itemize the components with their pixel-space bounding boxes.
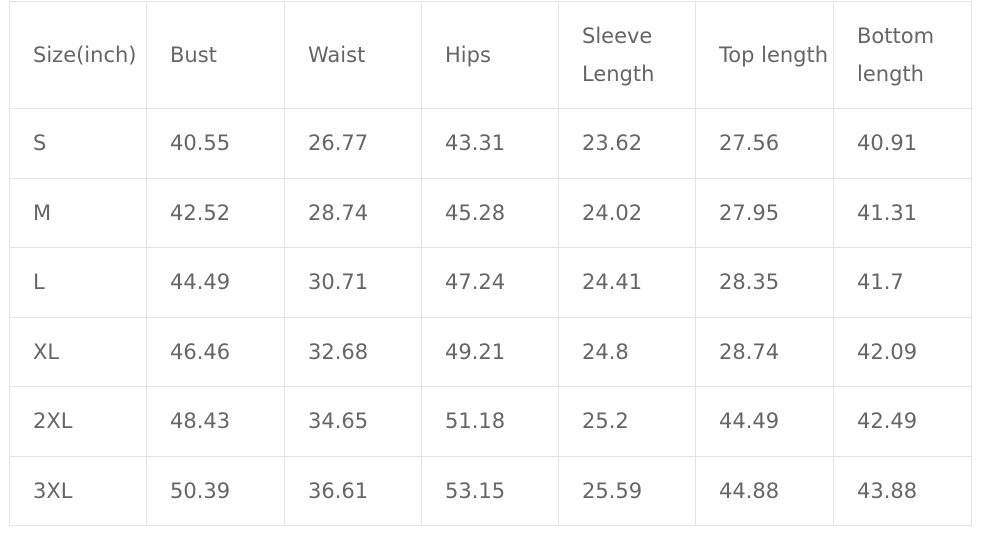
measurement-cell: 51.18 [421,386,559,457]
size-cell: M [9,177,147,248]
measurement-cell: 28.74 [695,316,834,387]
measurement-cell: 49.21 [421,316,559,387]
measurement-cell: 28.74 [284,177,422,248]
measurement-cell: 44.49 [146,247,285,318]
size-cell: 2XL [9,386,147,457]
measurement-cell: 27.56 [695,108,834,179]
table-row: L 44.49 30.71 47.24 24.41 28.35 41.7 [9,247,972,318]
size-cell: S [9,108,147,179]
measurement-cell: 46.46 [146,316,285,387]
column-header: Bottom length [833,1,972,109]
measurement-cell: 30.71 [284,247,422,318]
measurement-cell: 40.55 [146,108,285,179]
measurement-cell: 50.39 [146,455,285,526]
measurement-cell: 26.77 [284,108,422,179]
measurement-cell: 25.59 [558,455,696,526]
column-header: Size(inch) [9,1,147,109]
measurement-cell: 45.28 [421,177,559,248]
measurement-cell: 42.09 [833,316,972,387]
header-row: Size(inch) Bust Waist Hips Sleeve Length Top … [9,1,972,109]
measurement-cell: 32.68 [284,316,422,387]
column-header: Top length [695,1,834,109]
column-header: Hips [421,1,559,109]
measurement-cell: 24.8 [558,316,696,387]
measurement-cell: 23.62 [558,108,696,179]
measurement-cell: 36.61 [284,455,422,526]
measurement-cell: 42.52 [146,177,285,248]
size-cell: L [9,247,147,318]
size-cell: 3XL [9,455,147,526]
measurement-cell: 41.7 [833,247,972,318]
measurement-cell: 28.35 [695,247,834,318]
measurement-cell: 53.15 [421,455,559,526]
measurement-cell: 44.49 [695,386,834,457]
size-cell: XL [9,316,147,387]
measurement-cell: 48.43 [146,386,285,457]
size-chart-table: Size(inch) Bust Waist Hips Sleeve Length Top … [9,1,972,526]
measurement-cell: 44.88 [695,455,834,526]
measurement-cell: 24.02 [558,177,696,248]
column-header: Waist [284,1,422,109]
measurement-cell: 47.24 [421,247,559,318]
measurement-cell: 41.31 [833,177,972,248]
column-header: Bust [146,1,285,109]
measurement-cell: 24.41 [558,247,696,318]
table-row: S 40.55 26.77 43.31 23.62 27.56 40.91 [9,108,972,179]
table-row: 2XL 48.43 34.65 51.18 25.2 44.49 42.49 [9,386,972,457]
measurement-cell: 27.95 [695,177,834,248]
measurement-cell: 43.88 [833,455,972,526]
table-row: XL 46.46 32.68 49.21 24.8 28.74 42.09 [9,316,972,387]
measurement-cell: 43.31 [421,108,559,179]
table-row: 3XL 50.39 36.61 53.15 25.59 44.88 43.88 [9,455,972,526]
column-header: Sleeve Length [558,1,696,109]
measurement-cell: 34.65 [284,386,422,457]
measurement-cell: 40.91 [833,108,972,179]
measurement-cell: 25.2 [558,386,696,457]
measurement-cell: 42.49 [833,386,972,457]
table-row: M 42.52 28.74 45.28 24.02 27.95 41.31 [9,177,972,248]
